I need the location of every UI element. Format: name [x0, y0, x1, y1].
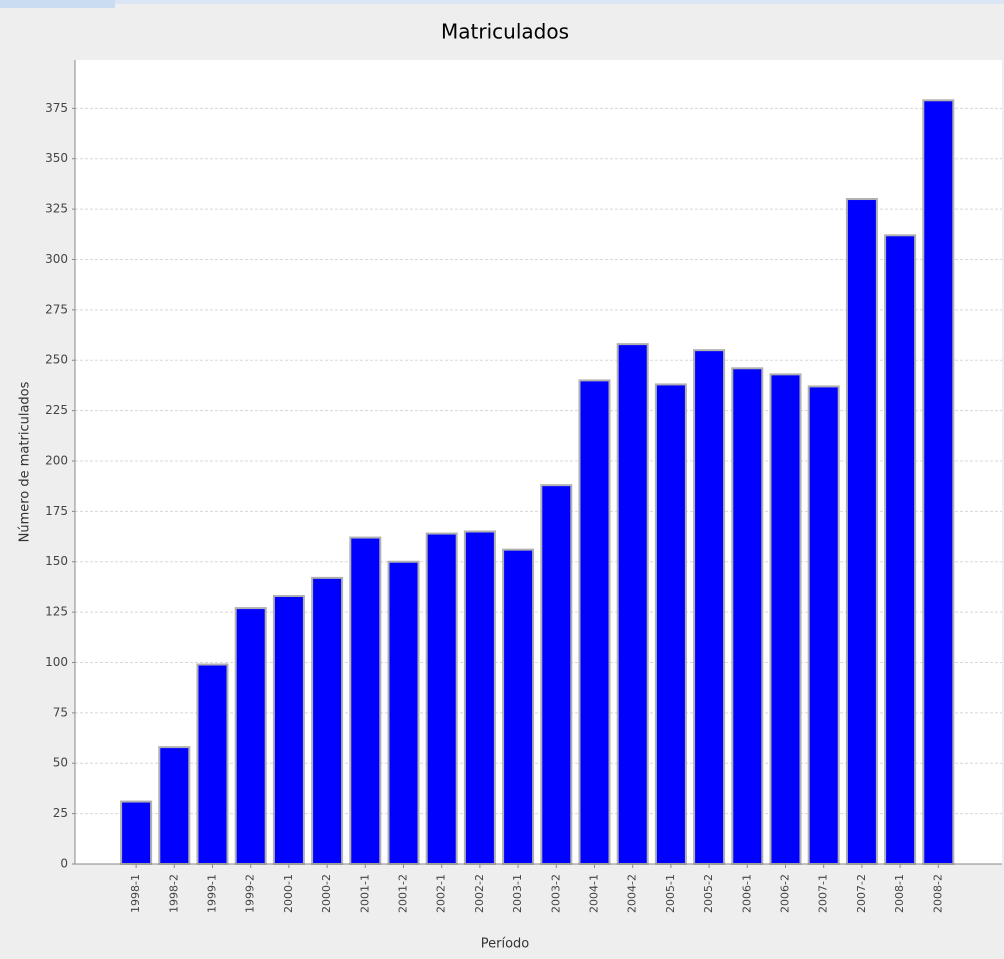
y-tick-label: 250	[45, 353, 68, 367]
bar	[731, 367, 764, 865]
bar	[845, 198, 878, 865]
y-tick-label: 175	[45, 504, 68, 518]
x-tick-label: 2006-2	[779, 874, 792, 913]
x-tick-label: 2001-2	[397, 874, 410, 913]
y-tick-label: 50	[53, 756, 68, 770]
tab	[0, 0, 115, 8]
x-tick-label: 2007-2	[855, 874, 868, 913]
x-tick-label: 2002-1	[435, 874, 448, 913]
x-tick-label: 2008-1	[893, 874, 906, 913]
bar	[807, 385, 840, 865]
x-tick-label: 1998-1	[129, 874, 142, 913]
y-tick-label: 125	[45, 605, 68, 619]
x-tick-label: 2000-1	[282, 874, 295, 913]
x-tick-label: 2002-2	[473, 874, 486, 913]
x-tick-label: 1999-1	[206, 874, 219, 913]
bar	[463, 530, 496, 865]
x-tick-label: 2007-1	[817, 874, 830, 913]
bar	[654, 383, 687, 865]
y-tick-label: 375	[45, 101, 68, 115]
y-axis-title: Número de matriculados	[18, 381, 33, 542]
bar	[234, 607, 267, 865]
bar	[158, 746, 191, 865]
bar	[120, 800, 153, 865]
bar	[502, 548, 535, 865]
bar	[311, 576, 344, 866]
bar	[425, 532, 458, 865]
bar	[769, 373, 802, 865]
y-tick-label: 200	[45, 453, 68, 467]
y-tick-label: 75	[53, 705, 68, 719]
x-tick-label: 2006-1	[740, 874, 753, 913]
x-tick-label: 1999-2	[244, 874, 257, 913]
y-tick-label: 150	[45, 554, 68, 568]
y-tick-label: 275	[45, 302, 68, 316]
bar	[387, 560, 420, 866]
y-tick-label: 325	[45, 202, 68, 216]
y-tick-label: 0	[60, 857, 68, 871]
y-tick-label: 25	[53, 806, 68, 820]
x-tick-label: 2004-1	[588, 874, 601, 913]
bar	[884, 234, 917, 865]
x-tick-label: 2004-2	[626, 874, 639, 913]
chart-title: Matriculados	[441, 20, 569, 44]
bar	[922, 99, 955, 865]
y-tick-label: 300	[45, 252, 68, 266]
x-tick-label: 2003-2	[549, 874, 562, 913]
bar	[349, 536, 382, 865]
y-tick-label: 350	[45, 151, 68, 165]
x-axis-title: Período	[481, 937, 530, 952]
x-tick-label: 2001-1	[358, 874, 371, 913]
bar	[693, 349, 726, 865]
bar	[540, 484, 573, 865]
x-tick-label: 2003-1	[511, 874, 524, 913]
y-tick-label: 225	[45, 403, 68, 417]
x-tick-label: 1998-2	[167, 874, 180, 913]
bar	[196, 663, 229, 866]
bar	[272, 595, 305, 865]
x-tick-label: 2005-1	[664, 874, 677, 913]
x-tick-label: 2005-2	[702, 874, 715, 913]
window-edge	[0, 0, 1004, 4]
x-tick-label: 2000-2	[320, 874, 333, 913]
y-tick-label: 100	[45, 655, 68, 669]
bar	[616, 343, 649, 865]
x-tick-label: 2008-2	[931, 874, 944, 913]
bar	[578, 379, 611, 865]
